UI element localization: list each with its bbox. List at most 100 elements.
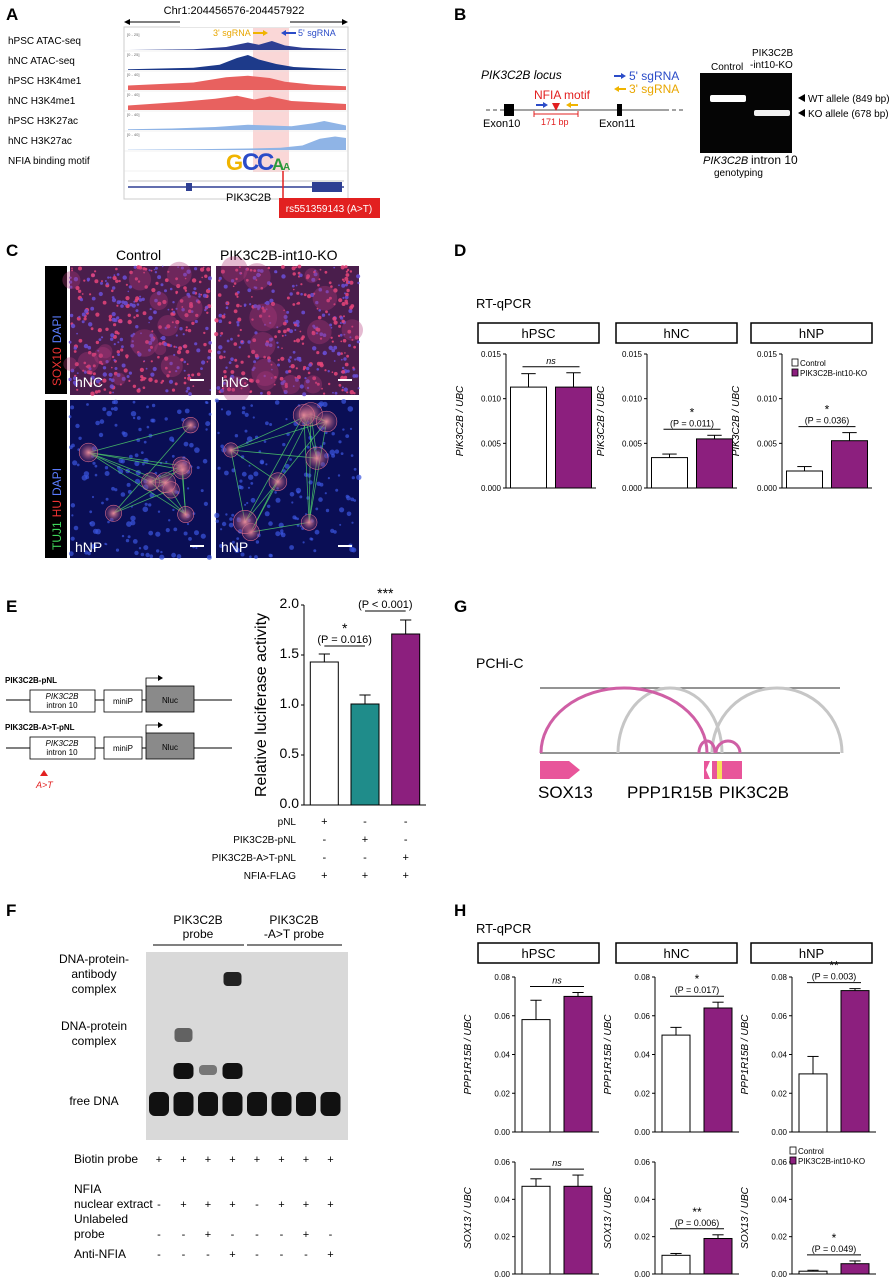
emsa-condition-label: NFIA xyxy=(74,1182,101,1196)
complex-smear xyxy=(174,1028,193,1042)
chart-title: hNC xyxy=(663,946,689,961)
pik3c2b-gene-shape xyxy=(712,761,742,779)
panel-h-charts: hPSC 0.00 0.02 0.04 0.06 0.08 PPP1R15B / UBC ns… xyxy=(463,942,876,1279)
construct2-minip: miniP xyxy=(113,744,133,753)
h-title: RT-qPCR xyxy=(476,921,531,936)
y-tick-label: 0.00 xyxy=(494,1270,510,1279)
y-axis-label: SOX13 / UBC xyxy=(603,1186,614,1248)
bar xyxy=(661,1034,691,1133)
y-tick-label: 0.00 xyxy=(771,1270,787,1279)
p-value: (P = 0.003) xyxy=(812,972,857,982)
y-tick-label: 0.005 xyxy=(481,439,502,448)
y-tick-label: 0.04 xyxy=(494,1195,510,1204)
lane-control-label: Control xyxy=(711,62,743,73)
legend-3-sgrna: 3' sgRNA xyxy=(629,82,679,96)
chart-title-box xyxy=(750,322,873,344)
bar xyxy=(563,995,593,1133)
condition-mark: - xyxy=(363,816,367,828)
bar xyxy=(703,1238,733,1275)
mutation-label: A>T xyxy=(35,780,54,790)
band3-label: free DNA xyxy=(69,1094,118,1108)
band1-label-3: complex xyxy=(72,982,117,996)
y-axis-label: SOX13 / UBC xyxy=(740,1186,751,1248)
interaction-arc xyxy=(710,686,844,754)
exon10-box xyxy=(504,104,514,116)
locus-title: PIK3C2B locus xyxy=(481,68,562,82)
chart-title-box xyxy=(477,322,600,344)
bar xyxy=(350,703,380,806)
motif-logo: G xyxy=(226,150,243,175)
emsa-mark: + xyxy=(205,1199,211,1211)
p-value: (P < 0.001) xyxy=(358,599,413,611)
emsa-condition-label-2: nuclear extract xyxy=(74,1197,153,1211)
free-dna-band xyxy=(173,1092,194,1116)
emsa-mark: + xyxy=(303,1154,309,1166)
y-tick-label: 0.06 xyxy=(634,1012,650,1021)
bar xyxy=(831,440,868,489)
y-tick-label: 0.00 xyxy=(634,1128,650,1137)
bar xyxy=(798,1270,828,1275)
track-scale: [0 - 25] xyxy=(127,32,139,37)
condition-mark: + xyxy=(362,834,368,846)
construct1-nluc: Nluc xyxy=(162,696,178,705)
wt-band xyxy=(710,95,746,102)
nfia-motif-label: NFIA motif xyxy=(534,88,591,102)
locus-label: Chr1:204456576-204457922 xyxy=(164,5,305,17)
construct2-gene: PIK3C2B xyxy=(46,739,80,748)
y-tick-label: 0.010 xyxy=(757,395,778,404)
emsa-mark: + xyxy=(327,1199,333,1211)
chart-title: hPSC xyxy=(522,326,556,341)
construct1-gene: PIK3C2B xyxy=(46,692,80,701)
significance-star: ns xyxy=(546,356,556,366)
panel-f-emsa: PIK3C2B probe PIK3C2B -A>T probe DNA-pro… xyxy=(59,913,348,1140)
emsa-mark: + xyxy=(303,1199,309,1211)
bar xyxy=(309,661,339,806)
fragment-size: 171 bp xyxy=(541,117,569,127)
chart-title-box xyxy=(477,942,600,964)
row2-stain: TUJ1HUDAPI xyxy=(50,468,64,550)
panel-label-f: F xyxy=(6,901,16,920)
track-label: hPSC H3K4me1 xyxy=(8,76,82,87)
y-tick-label: 1.5 xyxy=(280,645,300,661)
chart-title: hPSC xyxy=(522,946,556,961)
emsa-mark: - xyxy=(304,1249,308,1261)
legend-5-sgrna: 5' sgRNA xyxy=(629,69,679,83)
significance-star: * xyxy=(342,620,348,636)
y-tick-label: 0.00 xyxy=(494,1128,510,1137)
image-hnc-control xyxy=(62,261,212,396)
snp-label: rs551359143 (A>T) xyxy=(286,204,372,215)
chart-title-box xyxy=(615,942,738,964)
image-hnp-ko xyxy=(214,398,362,559)
construct2-nluc: Nluc xyxy=(162,743,178,752)
image-hnc-ko xyxy=(214,256,363,404)
track-scale: [0 - 25] xyxy=(127,52,139,57)
chart-title: hNC xyxy=(663,326,689,341)
sgrna-5-label: 5' sgRNA xyxy=(298,28,336,38)
svg-text:A: A xyxy=(283,162,290,173)
bar xyxy=(521,1185,551,1275)
track-label: hPSC ATAC-seq xyxy=(8,36,81,47)
bar xyxy=(510,386,547,489)
p-value: (P = 0.036) xyxy=(805,416,850,426)
y-tick-label: 0.5 xyxy=(280,745,300,761)
y-tick-label: 0.010 xyxy=(622,395,643,404)
signal-track xyxy=(128,41,346,50)
legend-control: Control xyxy=(798,1147,824,1156)
significance-star: * xyxy=(695,972,700,986)
track-scale: [0 - 40] xyxy=(127,112,139,117)
img2-label: hNC xyxy=(221,374,249,390)
emsa-condition-label: Anti-NFIA xyxy=(74,1247,126,1261)
y-tick-label: 0.0 xyxy=(280,795,300,811)
chart-title-box xyxy=(750,942,873,964)
y-tick-label: 0.06 xyxy=(634,1158,650,1167)
bar xyxy=(798,1073,828,1133)
emsa-mark: - xyxy=(280,1249,284,1261)
track-label: hNC ATAC-seq xyxy=(8,56,75,67)
y-axis-label: PIK3C2B / UBC xyxy=(731,385,742,456)
band1-label-2: antibody xyxy=(71,967,116,981)
bar xyxy=(563,1185,593,1275)
g-title: PCHi-C xyxy=(476,655,523,671)
emsa-mark: + xyxy=(278,1199,284,1211)
emsa-mark: + xyxy=(229,1154,235,1166)
